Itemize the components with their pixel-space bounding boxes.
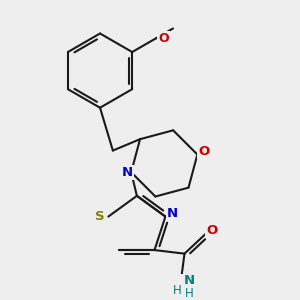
Text: H: H <box>185 287 194 300</box>
Text: N: N <box>184 274 195 287</box>
Text: S: S <box>95 210 105 223</box>
Text: N: N <box>167 207 178 220</box>
Text: O: O <box>206 224 217 237</box>
Text: O: O <box>158 32 169 45</box>
Text: H: H <box>173 284 182 297</box>
Text: N: N <box>122 166 133 179</box>
Text: O: O <box>198 145 209 158</box>
